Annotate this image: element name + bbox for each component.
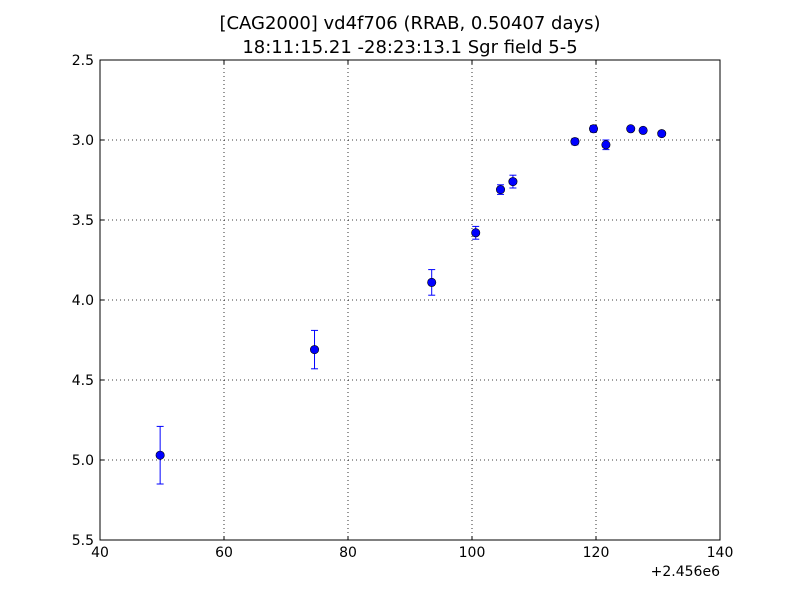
chart-title-line1: [CAG2000] vd4f706 (RRAB, 0.50407 days) — [219, 13, 600, 34]
y-tick-label: 2.5 — [72, 53, 94, 69]
y-tick-labels: 2.5 3.0 3.5 4.0 4.5 5.0 5.5 — [72, 53, 94, 549]
chart-title-line2: 18:11:15.21 -28:23:13.1 Sgr field 5-5 — [242, 37, 577, 58]
axis-ticks — [99, 59, 721, 541]
y-tick-label: 4.5 — [72, 373, 94, 389]
x-tick-label: 60 — [215, 545, 233, 561]
data-point — [508, 177, 518, 187]
y-tick-label: 4.0 — [72, 293, 94, 309]
data-point — [657, 129, 667, 139]
data-point — [310, 345, 320, 355]
data-point — [427, 277, 437, 287]
y-tick-label: 5.5 — [72, 533, 94, 549]
data-point — [496, 185, 506, 195]
data-point — [589, 124, 599, 134]
x-tick-label: 140 — [707, 545, 734, 561]
x-tick-label: 80 — [339, 545, 357, 561]
x-tick-label: 40 — [91, 545, 109, 561]
y-tick-label: 5.0 — [72, 453, 94, 469]
data-point — [155, 450, 165, 460]
y-tick-label: 3.0 — [72, 133, 94, 149]
x-tick-label: 120 — [583, 545, 610, 561]
plot-frame — [99, 59, 721, 541]
x-axis-offset-label: +2.456e6 — [651, 564, 720, 580]
data-point — [570, 137, 580, 147]
y-tick-label: 3.5 — [72, 213, 94, 229]
data-points — [155, 124, 667, 460]
data-point — [601, 140, 611, 150]
x-tick-label: 100 — [459, 545, 486, 561]
data-point — [638, 125, 648, 135]
data-point — [626, 124, 636, 134]
x-tick-labels: 40 60 80 100 120 140 — [91, 545, 733, 561]
data-point — [471, 228, 481, 238]
grid — [100, 60, 720, 540]
